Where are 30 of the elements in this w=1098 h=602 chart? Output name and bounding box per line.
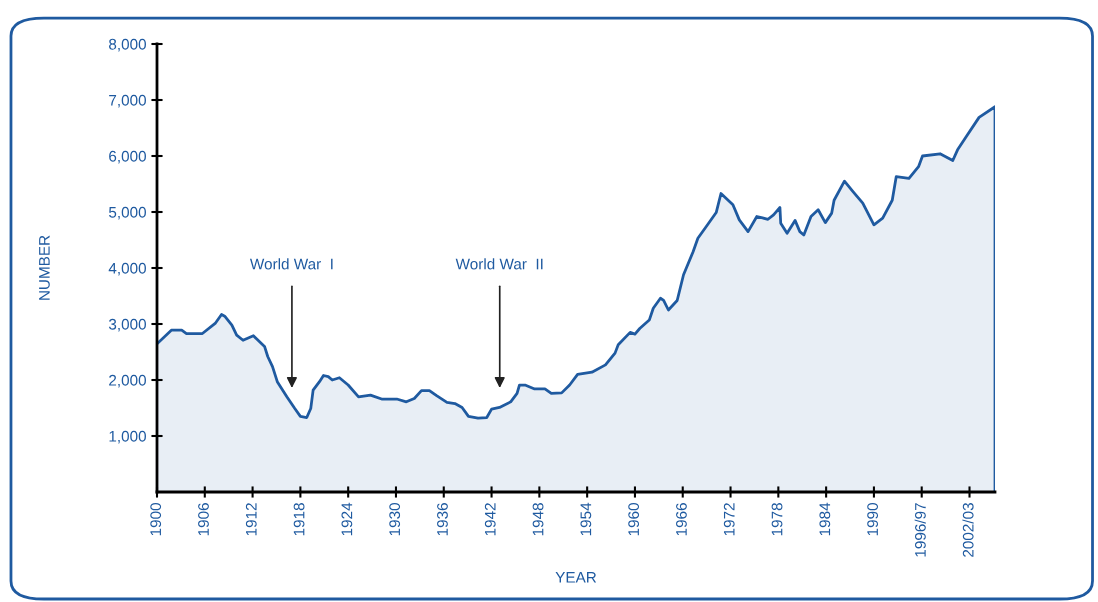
annotation: World War II (455, 258, 543, 270)
y-tick-label: 4,000 (108, 262, 146, 276)
y-tick-label: 6,000 (109, 150, 146, 164)
x-tick-label: 1900 (150, 503, 162, 536)
x-tick-label: 1996/97 (914, 503, 926, 557)
x-tick-label: 1972 (723, 503, 735, 536)
x-tick-label: 1990 (867, 503, 879, 536)
x-tick-label: 1936 (437, 503, 448, 536)
y-tick-label: 5,000 (108, 206, 146, 220)
x-tick-label: 1906 (198, 503, 209, 536)
x-tick-label: 1978 (771, 503, 783, 536)
x-tick-label: 1954 (580, 502, 592, 536)
x-tick-label: 1930 (389, 503, 401, 536)
y-tick-label: 7,000 (109, 94, 146, 108)
annotation: World War I (249, 258, 333, 270)
y-axis-title: NUMBER (39, 235, 50, 300)
x-tick-label: 1960 (628, 503, 640, 536)
x-tick-label: 1948 (532, 503, 544, 536)
x-tick-label: 1942 (484, 503, 496, 536)
y-tick-label: 2,000 (109, 374, 146, 388)
x-tick-label: 1966 (676, 503, 687, 536)
x-axis-title: YEAR (555, 572, 597, 583)
y-tick-label: 3,000 (108, 318, 146, 332)
x-tick-label: 1984 (819, 502, 831, 536)
x-tick-label: 1912 (245, 503, 257, 536)
y-tick-label: 1,000 (109, 430, 146, 444)
y-tick-label: 8,000 (109, 38, 146, 52)
x-tick-label: 2002/03 (962, 503, 974, 557)
x-tick-label: 1918 (293, 503, 305, 536)
x-tick-label: 1924 (341, 502, 353, 536)
